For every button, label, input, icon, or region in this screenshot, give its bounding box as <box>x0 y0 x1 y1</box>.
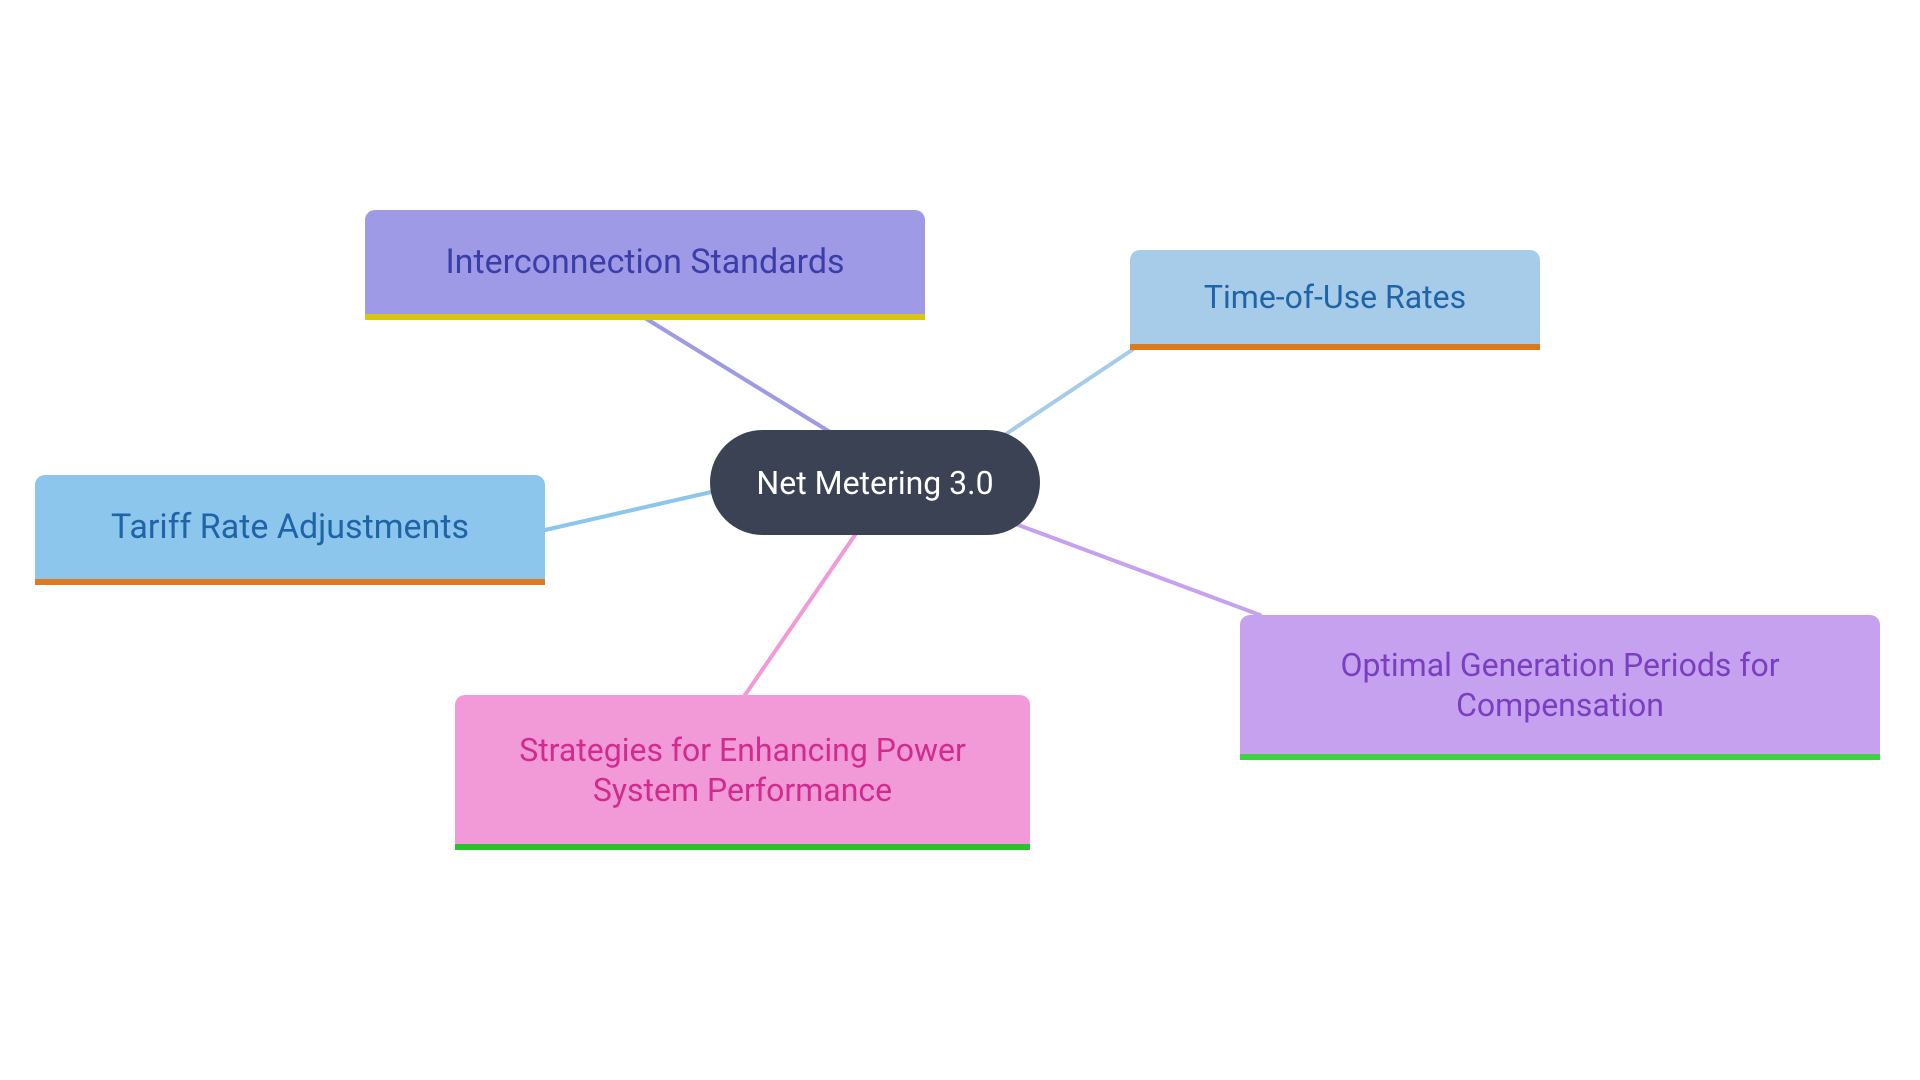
node-label: Optimal Generation Periods for Compensat… <box>1260 645 1860 725</box>
node-strategies: Strategies for Enhancing Power System Pe… <box>455 695 1030 850</box>
node-optimal: Optimal Generation Periods for Compensat… <box>1240 615 1880 760</box>
node-tou: Time-of-Use Rates <box>1130 250 1540 350</box>
center-node: Net Metering 3.0 <box>710 430 1040 535</box>
node-label: Strategies for Enhancing Power System Pe… <box>475 730 1010 810</box>
mindmap-canvas: Net Metering 3.0 Interconnection Standar… <box>0 0 1920 1080</box>
node-label: Tariff Rate Adjustments <box>111 506 469 549</box>
node-label: Interconnection Standards <box>445 241 844 284</box>
node-label: Time-of-Use Rates <box>1204 277 1466 317</box>
node-tariff: Tariff Rate Adjustments <box>35 475 545 585</box>
node-interconnection: Interconnection Standards <box>365 210 925 320</box>
center-node-label: Net Metering 3.0 <box>756 463 993 503</box>
